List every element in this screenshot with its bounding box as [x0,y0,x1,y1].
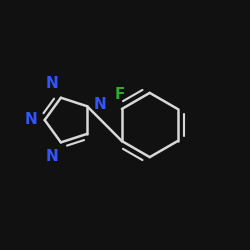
Text: N: N [94,97,107,112]
Text: N: N [46,149,58,164]
Text: N: N [46,76,58,91]
Text: F: F [115,86,125,102]
Text: N: N [25,112,38,127]
